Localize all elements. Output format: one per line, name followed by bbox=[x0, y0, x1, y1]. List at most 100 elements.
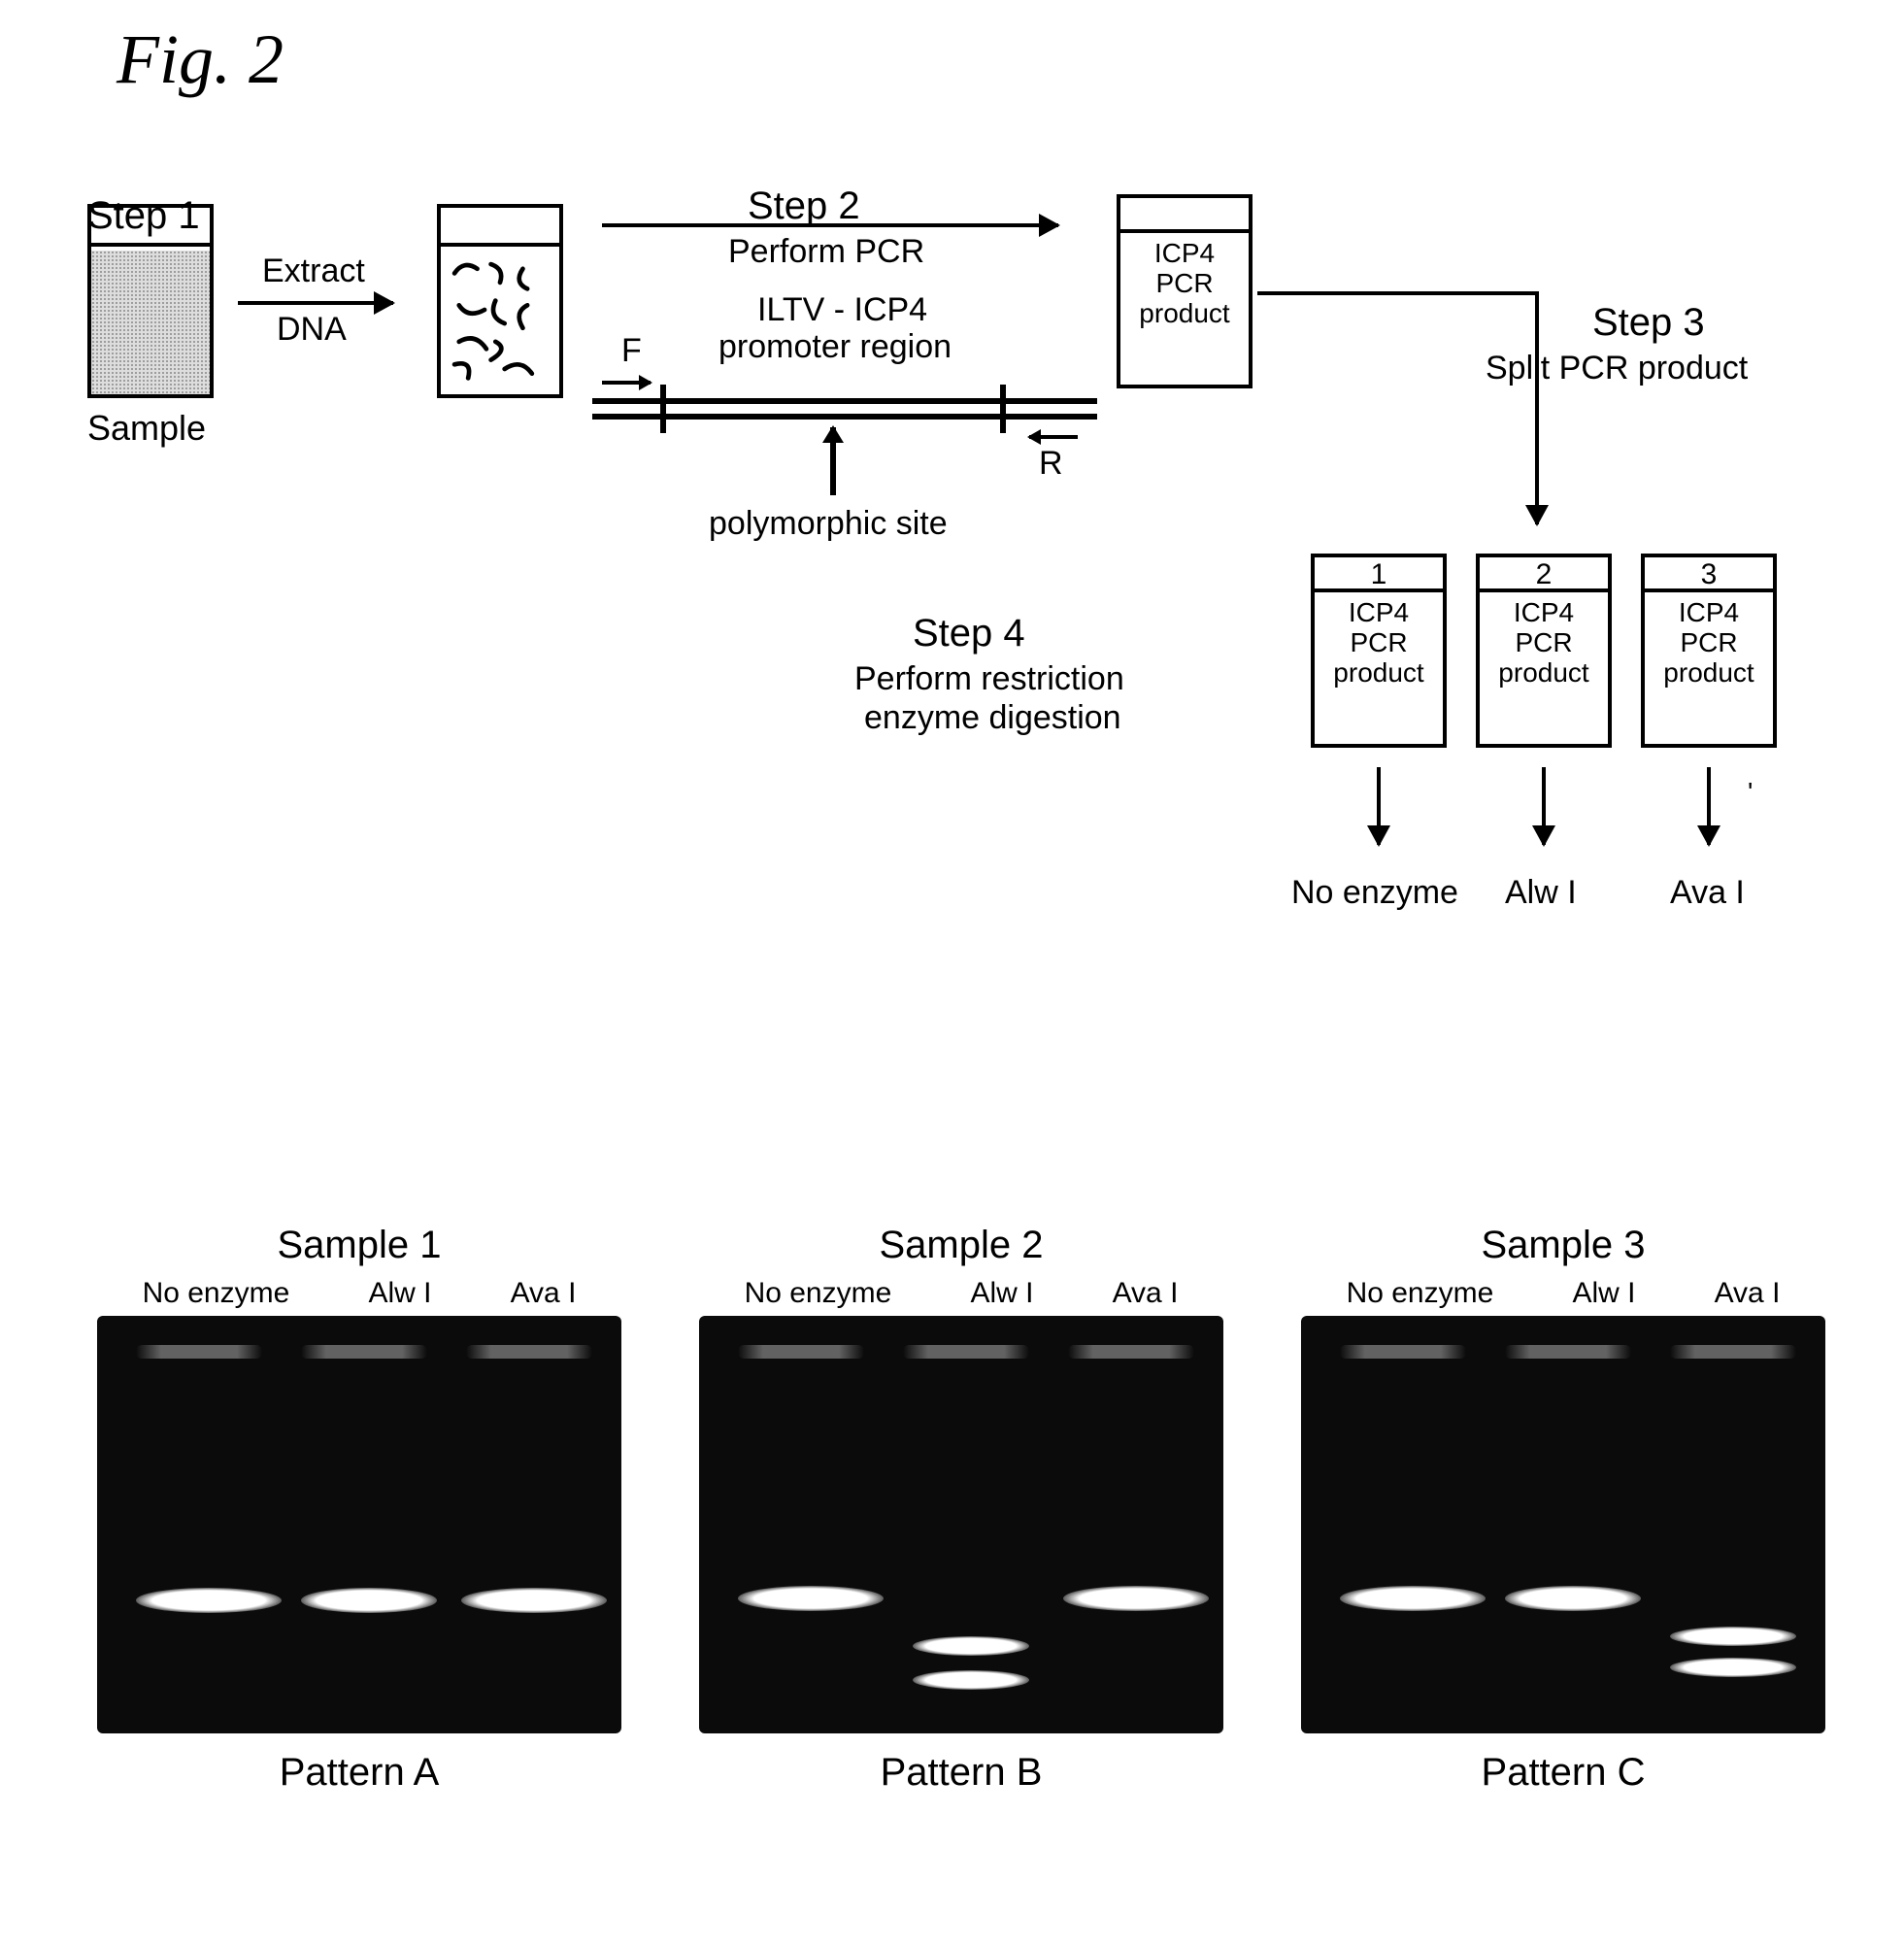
step4-sub2: enzyme digestion bbox=[864, 699, 1121, 737]
polymorphic-site-label: polymorphic site bbox=[709, 505, 948, 543]
gel-well bbox=[903, 1345, 1029, 1359]
l2: PCR bbox=[1645, 628, 1773, 658]
step1-action-top: Extract bbox=[262, 252, 365, 290]
lane-label: Alw I bbox=[368, 1277, 431, 1310]
region-label-mid: promoter region bbox=[718, 328, 952, 366]
split-tube-2: 2 ICP4 PCR product bbox=[1476, 554, 1612, 748]
region-label-top: ILTV - ICP4 bbox=[757, 291, 927, 329]
dna-region-diagram: ILTV - ICP4 promoter region F R polymorp… bbox=[592, 291, 1097, 505]
gel-well bbox=[301, 1345, 427, 1359]
tube-text: ICP4 PCR product bbox=[1480, 598, 1608, 688]
tube-fill bbox=[91, 251, 210, 394]
gel-band bbox=[461, 1588, 607, 1613]
lane-label: Alw I bbox=[1572, 1277, 1635, 1310]
icp4-product-tube: ICP4 PCR product bbox=[1117, 194, 1253, 388]
gel-pattern-label: Pattern B bbox=[699, 1751, 1223, 1795]
l1: ICP4 bbox=[1645, 598, 1773, 628]
gel-lane-labels: No enzymeAlw IAva I bbox=[699, 1277, 1223, 1310]
gel-band bbox=[913, 1636, 1029, 1656]
lane-label: Ava I bbox=[1715, 1277, 1781, 1310]
gel-sample-title: Sample 1 bbox=[97, 1224, 621, 1267]
tube-lid: 3 bbox=[1645, 557, 1773, 592]
lane-label: Alw I bbox=[970, 1277, 1033, 1310]
gel-band bbox=[1063, 1586, 1209, 1611]
tube-lid bbox=[1120, 198, 1249, 233]
gel-block: Sample 1 No enzyme Alw I Ava I Pattern A bbox=[97, 1224, 621, 1795]
gel-lane-labels: No enzyme Alw I Ava I bbox=[1301, 1277, 1825, 1310]
step2-arrow bbox=[602, 223, 1058, 227]
gel-band bbox=[1340, 1586, 1486, 1611]
enzyme-label-1: No enzyme bbox=[1291, 874, 1458, 912]
gel-lane-labels: No enzyme Alw I Ava I bbox=[97, 1277, 621, 1310]
gel-image bbox=[1301, 1316, 1825, 1733]
gel-image bbox=[97, 1316, 621, 1733]
gel-band bbox=[738, 1586, 884, 1611]
gel-image bbox=[699, 1316, 1223, 1733]
gel-band bbox=[136, 1588, 282, 1613]
gel-well bbox=[466, 1345, 592, 1359]
figure-label: Fig. 2 bbox=[117, 19, 284, 100]
l2: PCR bbox=[1315, 628, 1443, 658]
enzyme-label-3: Ava I bbox=[1670, 874, 1745, 912]
gel-band bbox=[913, 1670, 1029, 1690]
split-tube-1: 1 ICP4 PCR product bbox=[1311, 554, 1447, 748]
gel-well bbox=[738, 1345, 864, 1359]
step1-arrow bbox=[238, 301, 393, 305]
gel-results-section: Sample 1No enzymeAlw IAva IPattern ASamp… bbox=[97, 1224, 1825, 1903]
step2-title: Step 2 bbox=[748, 185, 860, 228]
step3-title: Step 3 bbox=[1592, 301, 1705, 345]
tube-num: 3 bbox=[1645, 557, 1773, 592]
lane-label: No enzyme bbox=[143, 1277, 290, 1310]
step4-title: Step 4 bbox=[913, 612, 1025, 655]
l3: product bbox=[1645, 658, 1773, 689]
l1: ICP4 bbox=[1315, 598, 1443, 628]
digest-arrow-3 bbox=[1707, 767, 1711, 845]
split-tube-3: 3 ICP4 PCR product bbox=[1641, 554, 1777, 748]
dna-strand-bottom bbox=[592, 414, 1097, 420]
dna-tick-right bbox=[1000, 385, 1006, 433]
dna-tick-left bbox=[660, 385, 666, 433]
l3: product bbox=[1480, 658, 1608, 689]
step4-sub1: Perform restriction bbox=[854, 660, 1124, 698]
f-primer-arrow bbox=[602, 381, 651, 385]
gel-well bbox=[1670, 1345, 1796, 1359]
digest-arrow-1 bbox=[1377, 767, 1381, 845]
gel-sample-title: Sample 3 bbox=[1301, 1224, 1825, 1267]
tube-num: 1 bbox=[1315, 557, 1443, 592]
r-primer-arrow bbox=[1029, 435, 1078, 439]
gel-pattern-label: Pattern C bbox=[1301, 1751, 1825, 1795]
l3: product bbox=[1315, 658, 1443, 689]
gel-band bbox=[1670, 1627, 1796, 1646]
lane-label: No enzyme bbox=[1347, 1277, 1494, 1310]
f-primer-label: F bbox=[621, 332, 642, 370]
dna-strand-top bbox=[592, 398, 1097, 404]
digest-arrow-2 bbox=[1542, 767, 1546, 845]
step3-connector-v bbox=[1535, 291, 1539, 524]
gel-well bbox=[1068, 1345, 1194, 1359]
workflow-diagram: Sample Step 1 Extract DNA Step 2 Perform… bbox=[87, 204, 1816, 1029]
icp4-product-text: ICP4 PCR product bbox=[1120, 239, 1249, 328]
stray-mark: ' bbox=[1748, 777, 1753, 808]
lane-label: Ava I bbox=[511, 1277, 577, 1310]
lane-label: No enzyme bbox=[745, 1277, 892, 1310]
dna-squiggles-icon bbox=[441, 251, 559, 392]
tube-lid: 1 bbox=[1315, 557, 1443, 592]
polymorphic-site-arrow bbox=[830, 427, 836, 495]
step3-subtitle: Split PCR product bbox=[1486, 350, 1748, 387]
gel-sample-title: Sample 2 bbox=[699, 1224, 1223, 1267]
tube-text: ICP4 PCR product bbox=[1645, 598, 1773, 688]
l2: PCR bbox=[1480, 628, 1608, 658]
gel-band bbox=[301, 1588, 437, 1613]
step1-action-bottom: DNA bbox=[277, 311, 347, 349]
step2-subtitle: Perform PCR bbox=[728, 233, 924, 271]
enzyme-label-2: Alw I bbox=[1505, 874, 1577, 912]
gel-pattern-label: Pattern A bbox=[97, 1751, 621, 1795]
step1-title: Step 1 bbox=[87, 194, 200, 238]
gel-band bbox=[1670, 1658, 1796, 1677]
dna-tube bbox=[437, 204, 563, 398]
tube-lid: 2 bbox=[1480, 557, 1608, 592]
gel-band bbox=[1505, 1586, 1641, 1611]
r-primer-label: R bbox=[1039, 445, 1063, 483]
tube-lid bbox=[441, 208, 559, 247]
step3-connector-h bbox=[1257, 291, 1539, 295]
